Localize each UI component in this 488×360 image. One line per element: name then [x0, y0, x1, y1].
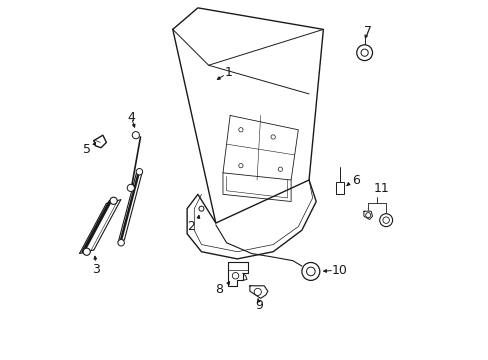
Text: 9: 9	[254, 299, 262, 312]
Text: 2: 2	[186, 220, 194, 233]
Circle shape	[132, 132, 139, 139]
Circle shape	[356, 45, 372, 60]
Text: 1: 1	[224, 66, 232, 79]
Circle shape	[382, 217, 388, 224]
Circle shape	[238, 128, 243, 132]
Circle shape	[83, 248, 90, 255]
Text: 11: 11	[373, 183, 389, 195]
Circle shape	[365, 213, 370, 218]
Bar	[335, 182, 343, 194]
Text: 3: 3	[92, 263, 100, 276]
Circle shape	[118, 239, 124, 246]
Circle shape	[199, 206, 203, 211]
Circle shape	[127, 184, 134, 192]
Text: 7: 7	[364, 25, 371, 38]
Circle shape	[136, 168, 142, 175]
Text: 10: 10	[331, 264, 347, 277]
Circle shape	[278, 167, 282, 171]
Circle shape	[238, 163, 243, 168]
Circle shape	[301, 262, 319, 280]
Circle shape	[254, 288, 261, 296]
Circle shape	[306, 267, 314, 276]
Text: 8: 8	[215, 283, 223, 296]
Text: 4: 4	[127, 111, 135, 124]
Circle shape	[110, 197, 117, 204]
Circle shape	[360, 49, 367, 56]
Text: 5: 5	[82, 143, 91, 156]
Circle shape	[379, 214, 392, 226]
Text: 6: 6	[351, 174, 359, 186]
Circle shape	[232, 273, 238, 279]
Circle shape	[270, 135, 275, 139]
